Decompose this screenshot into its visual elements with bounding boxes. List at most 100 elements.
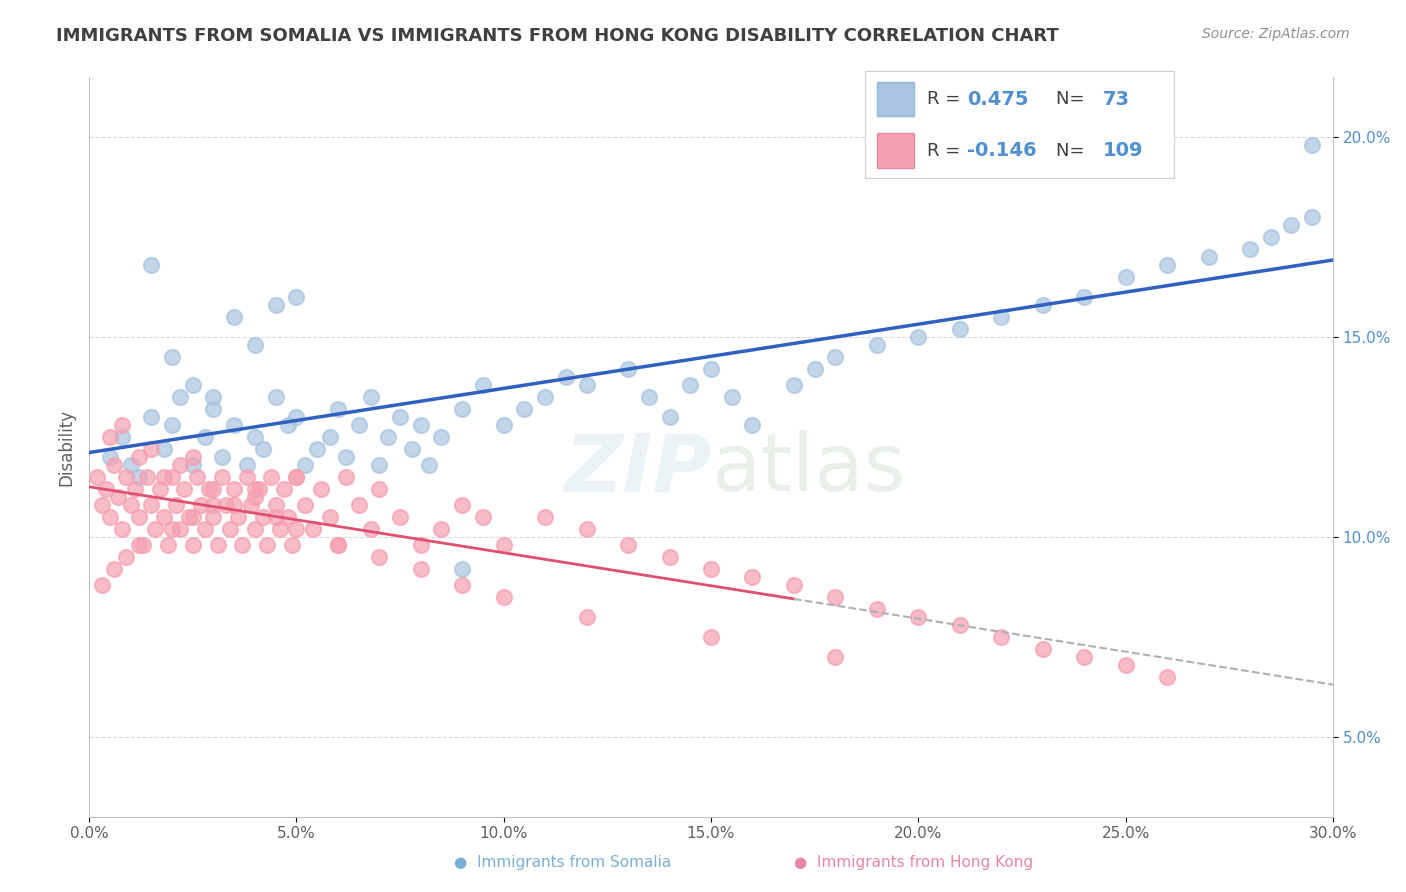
Point [513,402,536,417]
Point [152,510,174,524]
Point [152,470,174,484]
Point [173,482,195,496]
Point [409,562,432,576]
Point [181,510,204,524]
Point [94,482,117,496]
Point [1156,670,1178,684]
Point [309,482,332,496]
Point [181,450,204,464]
Point [389,510,412,524]
Point [120,498,142,512]
Y-axis label: Disability: Disability [58,409,75,485]
Point [243,490,266,504]
Point [128,538,150,552]
Text: atlas: atlas [711,430,905,508]
Point [575,522,598,536]
Point [181,378,204,392]
Point [326,538,349,552]
Point [281,538,304,552]
Point [430,522,453,536]
Point [360,522,382,536]
Point [1260,230,1282,244]
Point [824,649,846,664]
Point [285,470,308,484]
Point [294,458,316,472]
Point [302,522,325,536]
Point [252,510,274,524]
Point [160,522,183,536]
Point [409,538,432,552]
Point [554,370,576,384]
Point [235,458,257,472]
Point [194,522,217,536]
Point [202,402,225,417]
Point [907,610,929,624]
Point [492,418,515,433]
Text: N=: N= [1056,142,1091,160]
Text: ●  Immigrants from Somalia: ● Immigrants from Somalia [454,855,671,870]
Point [1239,242,1261,256]
Text: Source: ZipAtlas.com: Source: ZipAtlas.com [1202,27,1350,41]
Point [741,418,763,433]
Point [377,430,399,444]
Point [243,338,266,352]
FancyBboxPatch shape [877,134,914,168]
Text: IMMIGRANTS FROM SOMALIA VS IMMIGRANTS FROM HONG KONG DISABILITY CORRELATION CHAR: IMMIGRANTS FROM SOMALIA VS IMMIGRANTS FR… [56,27,1059,45]
Point [115,549,138,564]
Point [90,498,112,512]
Point [239,498,262,512]
Point [169,522,191,536]
Point [451,402,474,417]
Point [1115,270,1137,285]
Point [347,418,370,433]
Point [169,390,191,404]
Point [247,482,270,496]
Point [202,510,225,524]
Point [231,538,253,552]
Point [990,310,1012,325]
Point [103,458,125,472]
Point [866,338,889,352]
Point [368,549,391,564]
Point [98,450,121,464]
Point [949,617,972,632]
Point [141,258,163,272]
Point [202,390,225,404]
Point [243,522,266,536]
Point [409,418,432,433]
Point [335,470,357,484]
Point [617,538,640,552]
Point [1115,657,1137,672]
Point [720,390,742,404]
Point [124,482,146,496]
Point [202,482,225,496]
Text: ZIP: ZIP [564,430,711,508]
Point [181,538,204,552]
Point [156,538,179,552]
Point [141,498,163,512]
Point [90,578,112,592]
Point [264,390,287,404]
Point [990,630,1012,644]
Point [700,562,723,576]
Point [368,458,391,472]
Point [907,330,929,344]
Point [1281,219,1303,233]
Point [194,430,217,444]
Point [148,482,170,496]
Text: ●  Immigrants from Hong Kong: ● Immigrants from Hong Kong [794,855,1033,870]
Point [160,350,183,364]
Text: N=: N= [1056,90,1091,108]
Point [132,538,155,552]
Text: -0.146: -0.146 [967,141,1036,160]
Point [824,590,846,604]
Point [492,590,515,604]
Point [141,442,163,456]
Point [1032,298,1054,312]
Point [430,430,453,444]
Point [128,510,150,524]
Point [1301,211,1323,225]
Point [1301,138,1323,153]
Point [165,498,187,512]
Point [307,442,329,456]
